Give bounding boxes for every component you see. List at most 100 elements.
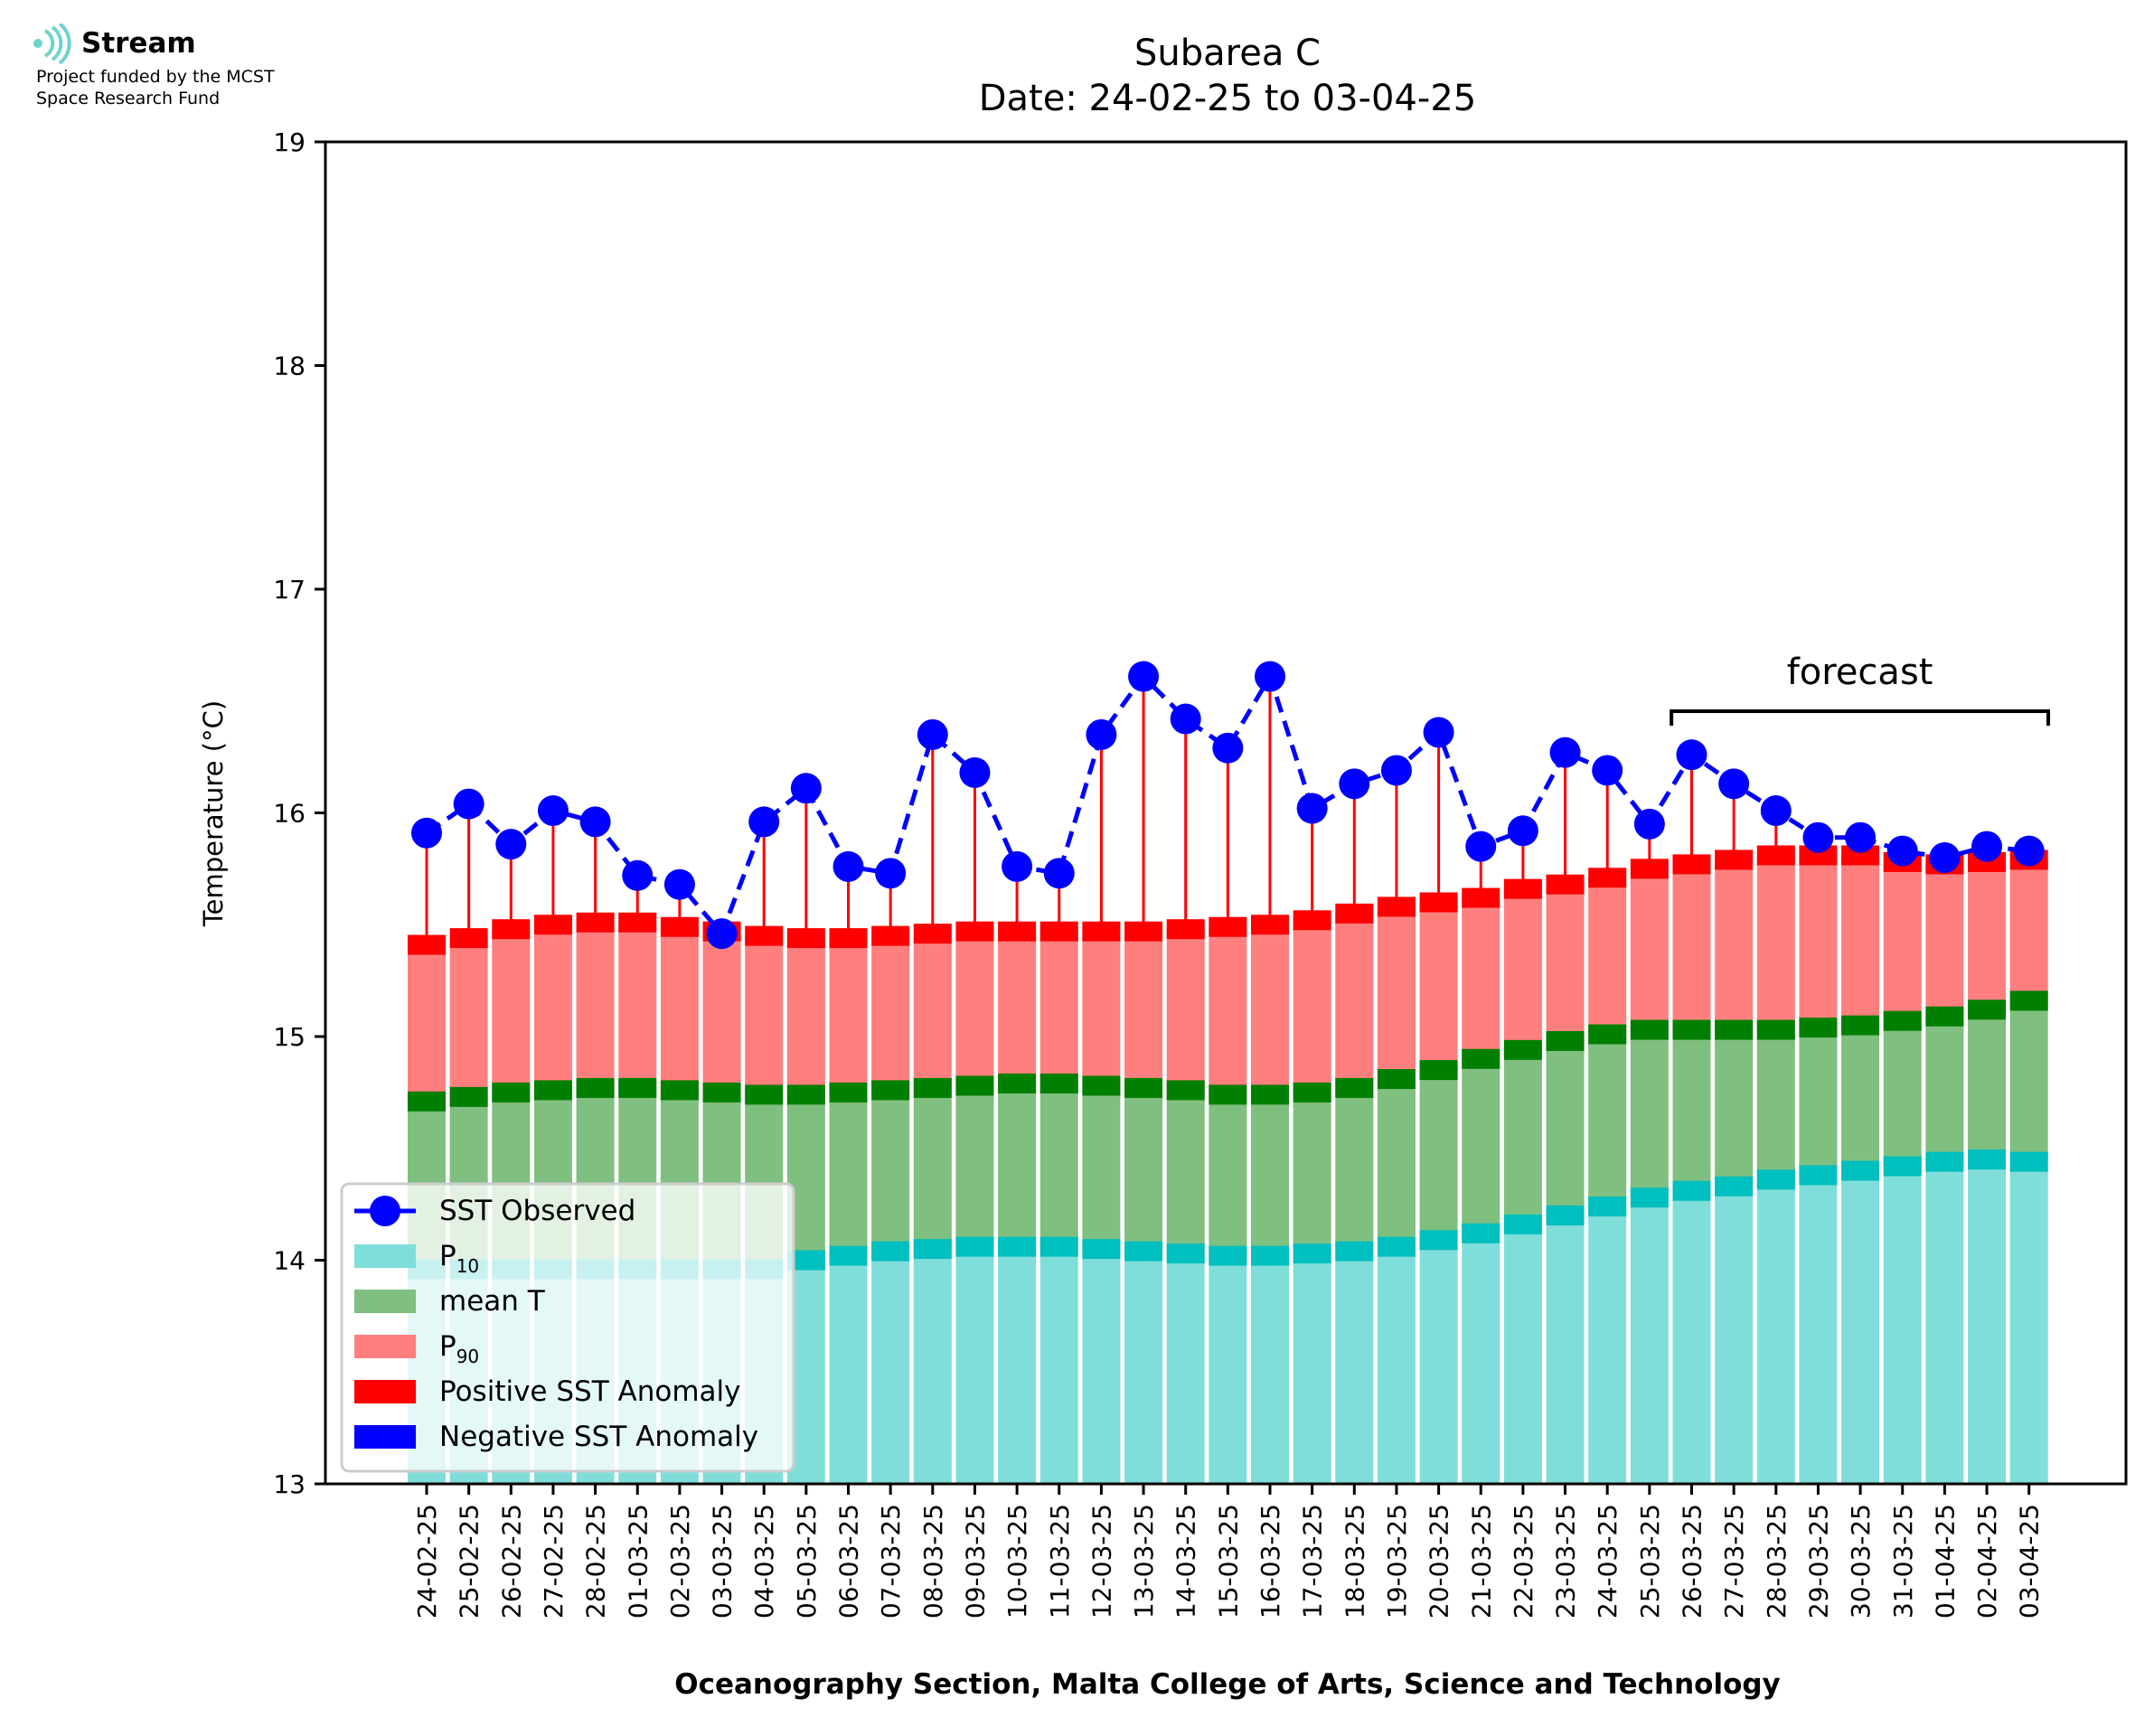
legend-label: Negative SST Anomaly bbox=[439, 1421, 758, 1453]
bar-p10 bbox=[1925, 1161, 1964, 1484]
bar-p90 bbox=[1968, 861, 2007, 1010]
x-tick-label: 17-03-25 bbox=[1298, 1504, 1328, 1619]
bar-p90 bbox=[1630, 868, 1669, 1030]
logo-name: Stream bbox=[81, 27, 196, 60]
stream-wave-icon bbox=[33, 23, 71, 65]
bar-mean-t bbox=[1419, 1070, 1458, 1241]
x-tick-label: 27-02-25 bbox=[539, 1504, 569, 1619]
sst-observed-point bbox=[790, 773, 822, 804]
band-mean bbox=[786, 1084, 825, 1105]
bar-p10 bbox=[2009, 1161, 2048, 1484]
sst-observed-line bbox=[425, 671, 2029, 938]
bar-p10 bbox=[998, 1246, 1037, 1484]
bar-p90 bbox=[702, 931, 741, 1093]
bar-mean-t bbox=[1503, 1049, 1542, 1225]
sst-observed-point bbox=[1507, 815, 1538, 847]
sst-observed-point bbox=[1423, 717, 1454, 748]
bar-mean-t bbox=[1630, 1029, 1669, 1198]
sst-observed-point bbox=[2013, 835, 2045, 867]
x-tick-label: 04-03-25 bbox=[749, 1504, 779, 1619]
bar-p90 bbox=[1925, 864, 1964, 1017]
band-p10 bbox=[1756, 1169, 1795, 1190]
band-mean bbox=[1124, 1077, 1163, 1098]
legend-label: Positive SST Anomaly bbox=[439, 1375, 740, 1408]
sst-observed-point bbox=[875, 858, 907, 889]
band-mean bbox=[1756, 1019, 1795, 1040]
bar-p90 bbox=[955, 931, 994, 1086]
x-tick-label: 11-03-25 bbox=[1045, 1504, 1075, 1619]
sst-observed-point bbox=[959, 756, 991, 788]
band-p10 bbox=[1462, 1223, 1500, 1243]
band-p10 bbox=[1546, 1206, 1585, 1225]
x-tick-label: 26-03-25 bbox=[1678, 1504, 1707, 1619]
bar-p90 bbox=[618, 922, 657, 1088]
sst-observed-point bbox=[1128, 661, 1160, 692]
band-mean bbox=[913, 1077, 952, 1098]
legend-swatch bbox=[354, 1425, 416, 1449]
band-mean bbox=[1925, 1006, 1964, 1027]
band-p10 bbox=[1715, 1176, 1754, 1196]
band-mean bbox=[1715, 1019, 1754, 1040]
bar-p10 bbox=[1293, 1253, 1331, 1484]
bar-p90 bbox=[1462, 897, 1500, 1059]
x-tick-label: 24-03-25 bbox=[1593, 1504, 1623, 1619]
bar-p10 bbox=[1715, 1186, 1754, 1484]
x-tick-label: 27-03-25 bbox=[1719, 1504, 1749, 1619]
bar-p90 bbox=[1841, 855, 1880, 1026]
x-tick-label: 15-03-25 bbox=[1213, 1504, 1243, 1619]
bar-p90 bbox=[998, 931, 1037, 1084]
x-tick-label: 06-03-25 bbox=[834, 1504, 864, 1619]
x-tick-label: 22-03-25 bbox=[1509, 1504, 1538, 1619]
bar-p10 bbox=[1039, 1246, 1078, 1484]
x-tick-label: 02-04-25 bbox=[1972, 1504, 2002, 1619]
bar-mean-t bbox=[1925, 1016, 1964, 1162]
bar-p10 bbox=[1799, 1175, 1838, 1484]
y-tick-label: 16 bbox=[273, 799, 306, 829]
bar-p90 bbox=[786, 938, 825, 1095]
bar-p10 bbox=[1672, 1190, 1711, 1484]
legend-box bbox=[340, 1182, 795, 1473]
bar-mean-t bbox=[1462, 1058, 1500, 1234]
x-tick-label: 28-02-25 bbox=[581, 1504, 611, 1619]
x-axis-label: Oceanography Section, Malta College of A… bbox=[674, 1668, 1781, 1701]
chart-subtitle: Date: 24-02-25 to 03-04-25 bbox=[979, 78, 1477, 119]
band-p10 bbox=[913, 1239, 952, 1260]
bar-mean-t bbox=[871, 1090, 910, 1252]
band-mean bbox=[829, 1082, 868, 1103]
bar-p10 bbox=[1462, 1233, 1500, 1484]
bar-p10 bbox=[1968, 1159, 2007, 1484]
bar-p90 bbox=[1588, 877, 1627, 1035]
bar-mean-t bbox=[1124, 1087, 1163, 1252]
sst-observed-point bbox=[1380, 755, 1412, 786]
legend-swatch bbox=[354, 1290, 416, 1313]
x-tick-label: 18-03-25 bbox=[1340, 1504, 1369, 1619]
sst-observed-point bbox=[832, 850, 864, 882]
bar-p10 bbox=[1124, 1251, 1163, 1484]
band-mean bbox=[408, 1091, 446, 1112]
bar-p10 bbox=[1335, 1251, 1374, 1484]
bar-mean-t bbox=[1039, 1083, 1078, 1247]
sst-observed-point bbox=[1886, 835, 1918, 867]
bar-p90 bbox=[1209, 926, 1247, 1095]
bar-mean-t bbox=[913, 1087, 952, 1250]
band-mean bbox=[660, 1080, 699, 1101]
band-p10 bbox=[1672, 1180, 1711, 1201]
y-tick-label: 13 bbox=[273, 1469, 306, 1499]
logo-funding-line-2: Space Research Fund bbox=[36, 89, 221, 108]
sst-observed-point bbox=[1255, 661, 1285, 692]
bar-mean-t bbox=[2009, 1000, 2048, 1162]
forecast-bracket: forecast bbox=[1670, 652, 2051, 726]
band-p10 bbox=[1419, 1230, 1458, 1251]
band-p10 bbox=[1209, 1245, 1247, 1266]
band-p10 bbox=[1082, 1239, 1121, 1260]
sst-observed-point bbox=[1212, 732, 1244, 764]
band-p10 bbox=[1841, 1160, 1880, 1181]
bar-p10 bbox=[1166, 1253, 1205, 1484]
band-mean bbox=[1166, 1080, 1205, 1101]
band-mean bbox=[1251, 1084, 1289, 1105]
bar-p10 bbox=[871, 1251, 910, 1484]
x-tick-label: 23-03-25 bbox=[1551, 1504, 1581, 1619]
bar-p90 bbox=[1503, 888, 1542, 1050]
sst-observed-point bbox=[1845, 821, 1877, 853]
